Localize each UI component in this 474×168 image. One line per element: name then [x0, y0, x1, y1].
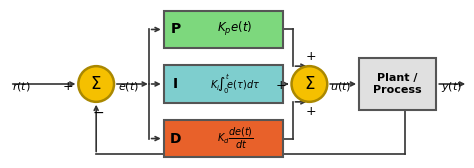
Text: $r(t)$: $r(t)$ [12, 80, 31, 93]
Text: P: P [170, 23, 181, 36]
Text: +: + [63, 80, 73, 93]
Text: Process: Process [374, 85, 422, 95]
Ellipse shape [292, 66, 327, 102]
Text: $K_p e(t)$: $K_p e(t)$ [218, 20, 253, 38]
Text: $\Sigma$: $\Sigma$ [91, 75, 102, 93]
Text: $y(t)$: $y(t)$ [441, 80, 462, 94]
Text: I: I [173, 77, 178, 91]
FancyBboxPatch shape [359, 58, 437, 110]
Text: $e(t)$: $e(t)$ [118, 80, 139, 93]
Text: $K_d\dfrac{de(t)}{dt}$: $K_d\dfrac{de(t)}{dt}$ [217, 126, 253, 151]
Text: $K_i\!\int_0^t\! e(\tau)d\tau$: $K_i\!\int_0^t\! e(\tau)d\tau$ [210, 72, 260, 96]
Text: $\Sigma$: $\Sigma$ [304, 75, 315, 93]
Text: −: − [92, 106, 104, 120]
Ellipse shape [78, 66, 114, 102]
Text: +: + [306, 50, 317, 63]
FancyBboxPatch shape [164, 120, 283, 157]
Text: +: + [276, 79, 287, 92]
FancyBboxPatch shape [164, 65, 283, 103]
Text: Plant /: Plant / [377, 73, 418, 83]
FancyBboxPatch shape [164, 11, 283, 48]
Text: +: + [306, 105, 317, 118]
Text: D: D [170, 132, 181, 145]
Text: $u(t)$: $u(t)$ [330, 80, 351, 93]
